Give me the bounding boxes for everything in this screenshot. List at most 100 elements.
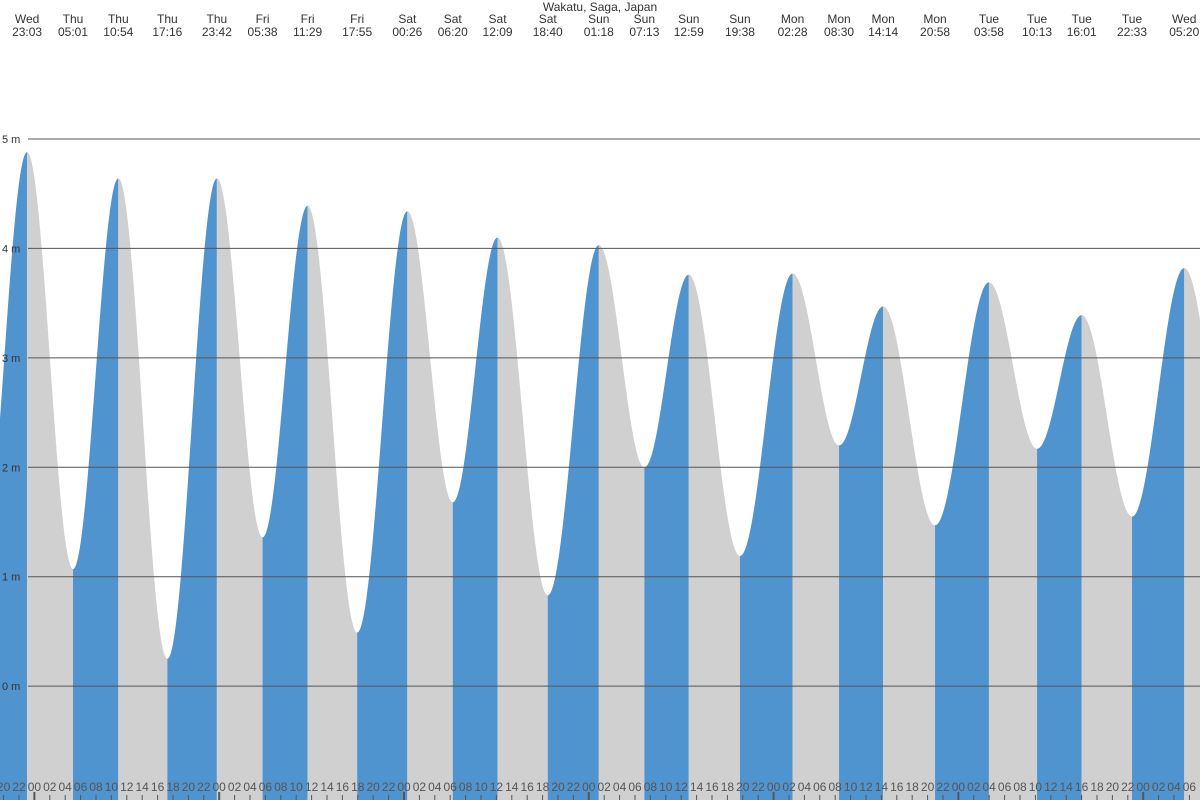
extreme-day: Sat [539, 12, 558, 26]
extreme-day: Tue [1072, 12, 1093, 26]
hour-label: 06 [998, 780, 1012, 794]
hour-label: 10 [1029, 780, 1043, 794]
rising-area [1132, 268, 1185, 800]
chart-title: Wakatu, Saga, Japan [543, 0, 657, 14]
hour-label: 02 [782, 780, 796, 794]
falling-area [598, 245, 645, 800]
rising-area [452, 237, 498, 800]
falling-area [988, 282, 1038, 800]
hour-label: 22 [936, 780, 950, 794]
hour-label: 20 [1106, 780, 1120, 794]
hour-label: 00 [1137, 780, 1151, 794]
hour-label: 04 [798, 780, 812, 794]
extreme-time: 07:13 [629, 25, 659, 39]
rising-area [167, 178, 217, 800]
extreme-time: 16:01 [1067, 25, 1097, 39]
extreme-time: 08:30 [824, 25, 854, 39]
extreme-time: 03:58 [974, 25, 1004, 39]
hour-label: 22 [1121, 780, 1135, 794]
rising-area [935, 282, 989, 800]
extreme-day: Sat [489, 12, 508, 26]
falling-area [1184, 268, 1200, 800]
extreme-time: 17:55 [342, 25, 372, 39]
hour-label: 02 [1152, 780, 1166, 794]
falling-area [27, 152, 74, 800]
extreme-time: 12:59 [674, 25, 704, 39]
hour-label: 00 [952, 780, 966, 794]
hour-label: 22 [382, 780, 396, 794]
extreme-time: 10:54 [103, 25, 133, 39]
hour-label: 06 [74, 780, 88, 794]
hour-label: 00 [28, 780, 42, 794]
hour-label: 08 [1013, 780, 1027, 794]
extreme-day: Sat [444, 12, 463, 26]
extreme-day: Fri [256, 12, 270, 26]
extreme-time: 02:28 [778, 25, 808, 39]
hour-label: 18 [1090, 780, 1104, 794]
extreme-time: 14:14 [868, 25, 898, 39]
extreme-day: Sun [588, 12, 609, 26]
hour-label: 14 [320, 780, 334, 794]
extreme-time: 05:38 [248, 25, 278, 39]
rising-area [739, 273, 793, 800]
extreme-day: Mon [781, 12, 804, 26]
hour-label: 14 [505, 780, 519, 794]
hour-label: 20 [367, 780, 381, 794]
y-tick-label: 3 m [2, 353, 20, 365]
hour-label: 14 [690, 780, 704, 794]
falling-area [1081, 315, 1133, 800]
extreme-time: 05:01 [58, 25, 88, 39]
falling-area [407, 211, 453, 800]
tide-areas [0, 152, 1200, 800]
rising-area [1037, 315, 1082, 800]
extreme-time: 17:16 [152, 25, 182, 39]
extreme-day: Thu [157, 12, 178, 26]
falling-area [688, 274, 740, 800]
extreme-day: Fri [350, 12, 364, 26]
extreme-time: 00:26 [392, 25, 422, 39]
hour-label: 22 [567, 780, 581, 794]
extreme-day: Mon [827, 12, 850, 26]
hour-label: 00 [582, 780, 596, 794]
rising-area [73, 178, 119, 800]
hour-label: 10 [290, 780, 304, 794]
hour-label: 08 [89, 780, 103, 794]
extreme-day: Tue [979, 12, 1000, 26]
hour-label: 10 [105, 780, 119, 794]
hour-label: 20 [551, 780, 565, 794]
hour-label: 12 [490, 780, 504, 794]
hour-label: 12 [859, 780, 873, 794]
hour-label: 06 [628, 780, 642, 794]
extreme-time: 10:13 [1022, 25, 1052, 39]
extreme-day: Sun [634, 12, 655, 26]
hour-label: 22 [12, 780, 26, 794]
falling-area [792, 273, 840, 800]
extreme-day: Fri [301, 12, 315, 26]
hour-label: 14 [875, 780, 889, 794]
hour-label: 04 [243, 780, 257, 794]
hour-label: 10 [659, 780, 673, 794]
extreme-time: 01:18 [584, 25, 614, 39]
extreme-time: 23:03 [12, 25, 42, 39]
hour-label: 16 [151, 780, 165, 794]
grid [28, 138, 1200, 687]
hour-label: 18 [906, 780, 920, 794]
rising-area [0, 152, 28, 800]
extreme-day: Tue [1027, 12, 1048, 26]
hour-label: 04 [428, 780, 442, 794]
hour-label: 12 [675, 780, 689, 794]
falling-area [497, 237, 548, 800]
hour-label: 10 [474, 780, 488, 794]
hour-label: 20 [182, 780, 196, 794]
falling-area [118, 178, 168, 800]
labels: 0 m1 m2 m3 m4 m5 mWed23:03Thu05:01Thu10:… [0, 12, 1200, 800]
extreme-day: Mon [872, 12, 895, 26]
extreme-time: 19:38 [725, 25, 755, 39]
extreme-day: Thu [207, 12, 228, 26]
hour-label: 00 [213, 780, 227, 794]
hour-label: 16 [705, 780, 719, 794]
hour-label: 04 [983, 780, 997, 794]
hour-label: 18 [166, 780, 180, 794]
hour-label: 02 [43, 780, 57, 794]
